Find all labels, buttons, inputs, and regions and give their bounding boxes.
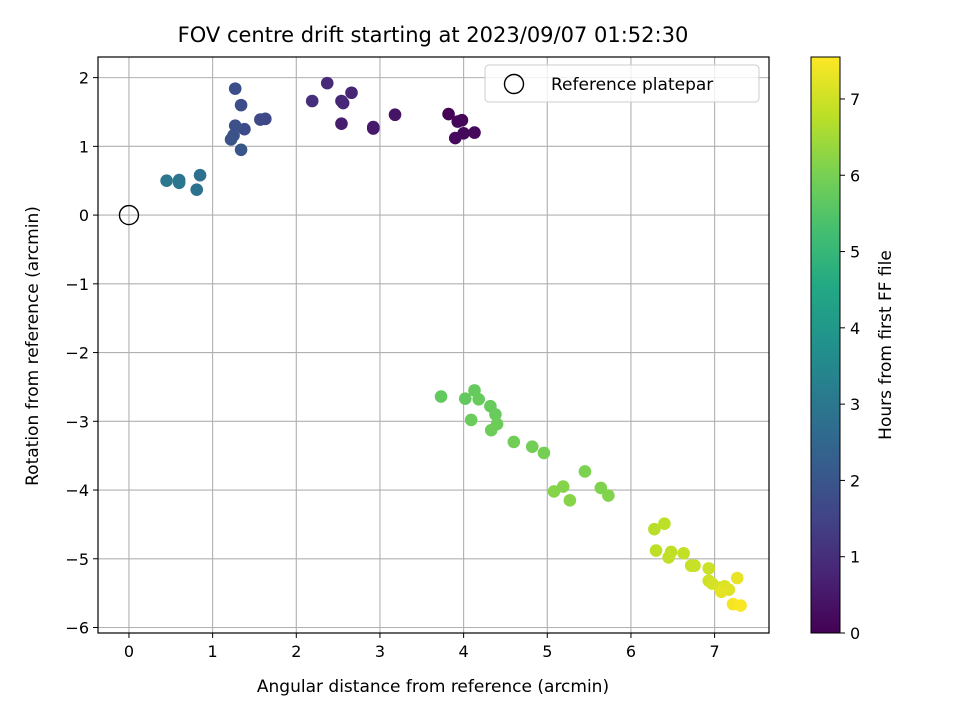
- y-tick-label: 0: [79, 206, 89, 225]
- y-tick-label: 1: [79, 137, 89, 156]
- data-point: [193, 168, 207, 182]
- x-tick-label: 6: [626, 642, 636, 661]
- data-point: [464, 413, 478, 427]
- x-tick-label: 5: [542, 642, 552, 661]
- grid-lines: [98, 57, 769, 633]
- data-point: [388, 108, 402, 122]
- data-point: [688, 559, 701, 572]
- y-axis-ticks: −6 −5 −4 −3 −2 −1 0 1 2: [65, 69, 98, 638]
- colorbar-tick-label: 0: [850, 624, 860, 643]
- data-point: [160, 174, 173, 188]
- x-axis-ticks: 0 1 2 3 4 5 6 7: [124, 633, 720, 661]
- data-point: [190, 183, 204, 196]
- x-tick-label: 3: [375, 642, 385, 661]
- y-tick-label: −1: [65, 275, 89, 294]
- data-point: [734, 599, 747, 612]
- data-point: [602, 489, 615, 502]
- data-point: [458, 392, 472, 405]
- data-point: [484, 423, 498, 437]
- data-point: [730, 571, 744, 585]
- data-point: [702, 562, 716, 575]
- colorbar-tick-label: 3: [850, 395, 860, 414]
- data-point: [234, 143, 248, 157]
- data-point: [507, 435, 521, 449]
- data-point: [254, 113, 267, 126]
- reference-platepar-marker: [118, 204, 140, 226]
- data-point: [336, 96, 350, 110]
- chart-title: FOV centre drift starting at 2023/09/07 …: [178, 23, 689, 47]
- x-tick-label: 2: [291, 642, 301, 661]
- data-point: [578, 465, 592, 478]
- reference-point: [118, 204, 140, 226]
- data-point: [442, 107, 455, 121]
- legend-box: [484, 64, 760, 103]
- colorbar: 0 1 2 3 4 5 6 7 Hours from first FF file: [810, 56, 896, 643]
- colorbar-tick-label: 2: [850, 471, 860, 490]
- data-point: [345, 86, 358, 100]
- colorbar-tick-label: 6: [850, 166, 860, 185]
- y-tick-label: −2: [65, 344, 89, 363]
- data-point: [434, 390, 448, 403]
- y-axis-label: Rotation from reference (arcmin): [23, 206, 43, 486]
- plot-frame: [97, 56, 770, 634]
- data-point: [305, 94, 319, 108]
- data-point: [489, 408, 502, 421]
- x-tick-label: 1: [208, 642, 218, 661]
- data-point: [472, 393, 485, 406]
- data-point: [228, 119, 242, 133]
- colorbar-label: Hours from first FF file: [876, 250, 896, 440]
- data-point: [547, 485, 561, 498]
- colorbar-ticks: 0 1 2 3 4 5 6 7: [840, 90, 860, 643]
- data-point: [537, 446, 551, 460]
- legend: Reference platepar: [484, 64, 760, 103]
- colorbar-tick-label: 4: [850, 319, 860, 338]
- colorbar-tick-label: 1: [850, 548, 860, 567]
- data-point: [677, 546, 690, 560]
- data-point: [715, 585, 728, 599]
- data-point: [448, 131, 462, 145]
- y-tick-label: −6: [65, 619, 89, 638]
- colorbar-gradient: [810, 56, 841, 634]
- data-point: [468, 126, 481, 139]
- y-tick-label: −4: [65, 481, 89, 500]
- data-point: [224, 133, 238, 146]
- legend-open-circle-marker: [503, 73, 525, 95]
- x-tick-label: 0: [124, 642, 134, 661]
- x-axis-label: Angular distance from reference (arcmin): [257, 677, 609, 697]
- data-point: [172, 176, 186, 190]
- data-point: [563, 494, 577, 507]
- data-point: [658, 517, 671, 531]
- y-tick-label: −5: [65, 550, 89, 569]
- data-point: [648, 522, 661, 536]
- x-tick-label: 7: [710, 642, 720, 661]
- colorbar-tick-label: 7: [850, 90, 860, 109]
- data-point: [649, 544, 663, 557]
- data-point: [662, 551, 675, 564]
- data-point: [234, 98, 248, 112]
- data-point: [451, 115, 465, 128]
- data-point: [335, 117, 348, 130]
- x-tick-label: 4: [459, 642, 469, 661]
- data-point: [366, 120, 380, 134]
- legend-entry-label: Reference platepar: [551, 75, 713, 95]
- y-tick-label: 2: [79, 69, 89, 88]
- y-tick-label: −3: [65, 412, 89, 431]
- colorbar-tick-label: 5: [850, 243, 860, 262]
- data-point: [525, 440, 539, 454]
- scatter-points: [160, 76, 747, 612]
- data-point: [228, 82, 242, 95]
- data-point: [320, 76, 334, 90]
